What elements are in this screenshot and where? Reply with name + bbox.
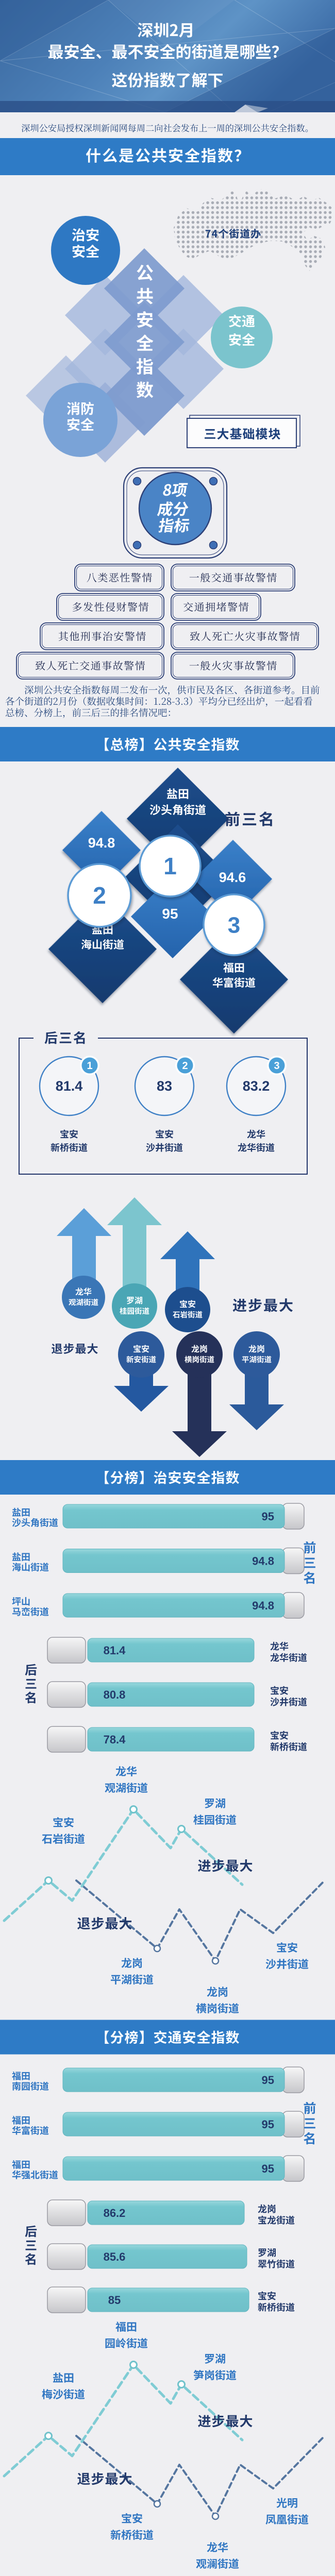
svg-text:1: 1 xyxy=(87,1060,92,1072)
svg-text:83: 83 xyxy=(157,1078,172,1094)
svg-text:95: 95 xyxy=(262,2074,274,2087)
svg-text:81.4: 81.4 xyxy=(56,1078,83,1094)
svg-text:3: 3 xyxy=(274,1060,279,1072)
svg-text:95: 95 xyxy=(162,906,178,922)
svg-text:85: 85 xyxy=(108,2294,121,2307)
svg-text:81.4: 81.4 xyxy=(104,1644,126,1657)
svg-text:3: 3 xyxy=(228,912,240,938)
svg-text:94.8: 94.8 xyxy=(252,1599,274,1612)
svg-text:2: 2 xyxy=(182,1060,188,1072)
svg-text:80.8: 80.8 xyxy=(104,1688,126,1701)
svg-text:95: 95 xyxy=(262,1510,274,1523)
svg-text:83.2: 83.2 xyxy=(243,1078,270,1094)
svg-text:95: 95 xyxy=(262,2118,274,2131)
svg-text:1: 1 xyxy=(163,853,177,879)
svg-text:94.6: 94.6 xyxy=(219,870,246,885)
svg-text:2: 2 xyxy=(93,882,106,909)
svg-text:95: 95 xyxy=(262,2162,274,2175)
svg-text:94.8: 94.8 xyxy=(88,835,115,851)
svg-text:85.6: 85.6 xyxy=(104,2250,126,2263)
svg-text:78.4: 78.4 xyxy=(104,1733,126,1746)
svg-text:86.2: 86.2 xyxy=(104,2207,126,2219)
svg-text:94.8: 94.8 xyxy=(252,1555,274,1568)
